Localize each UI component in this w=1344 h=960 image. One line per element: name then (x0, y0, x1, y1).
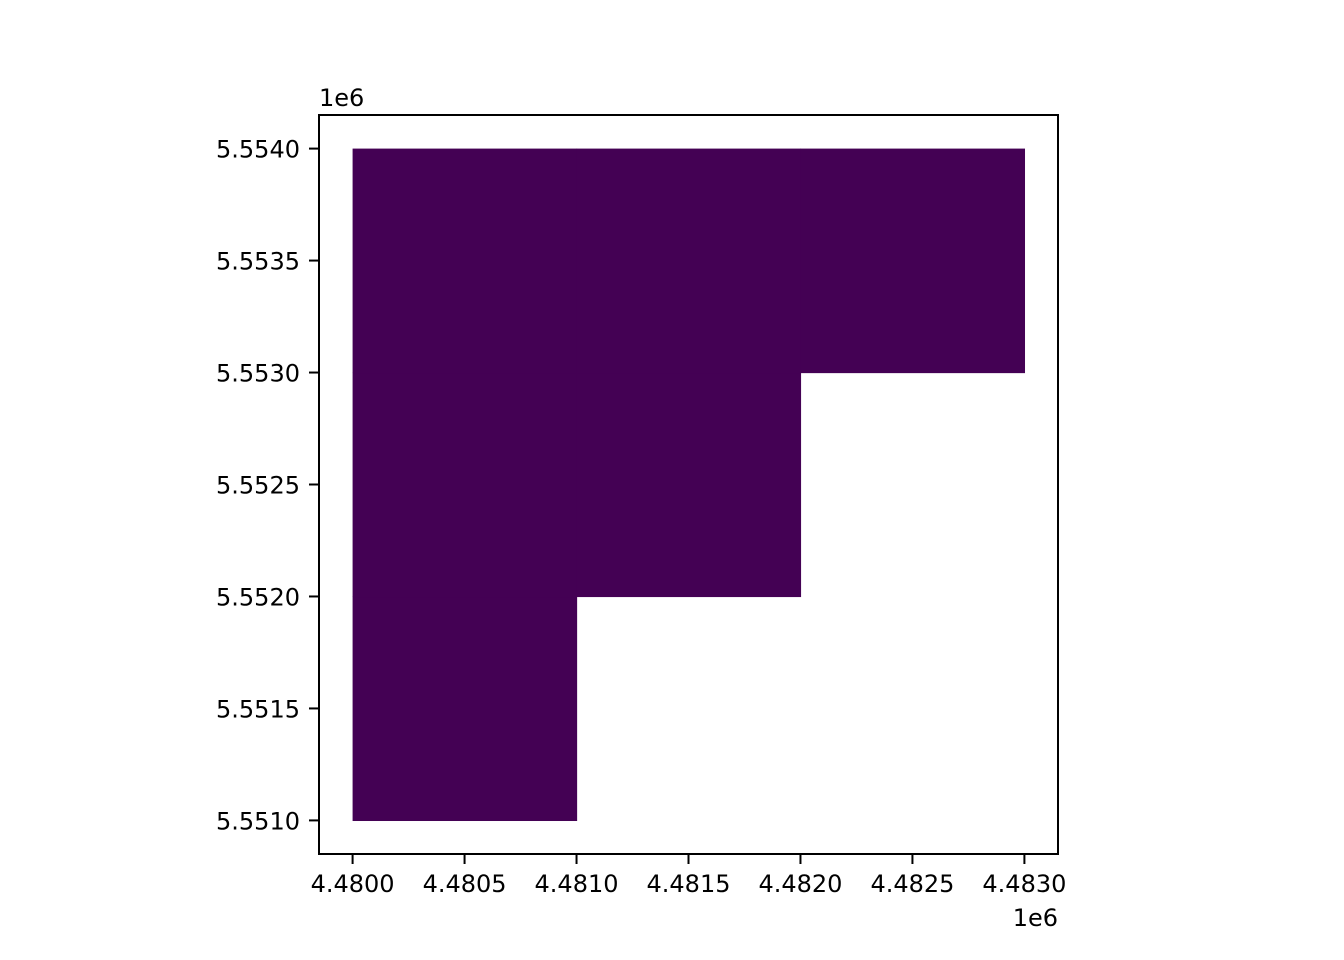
raster-cell (352, 596, 578, 822)
raster-cell (352, 148, 578, 374)
x-axis-offset-label: 1e6 (1013, 904, 1058, 932)
y-tick-label: 5.5530 (216, 360, 300, 388)
x-tick-label: 4.4800 (311, 870, 395, 898)
x-tick-label: 4.4810 (535, 870, 619, 898)
raster-cell (800, 148, 1026, 374)
x-tick-label: 4.4825 (870, 870, 954, 898)
y-tick-label: 5.5540 (216, 136, 300, 164)
y-tick-label: 5.5525 (216, 472, 300, 500)
x-tick-label: 4.4805 (423, 870, 507, 898)
y-tick-label: 5.5520 (216, 583, 300, 611)
x-axis-ticks: 4.4800 4.4805 4.4810 4.4815 4.4820 4.4825 4.48… (311, 854, 1066, 898)
raster-cell (576, 148, 802, 374)
raster-cell (576, 372, 802, 598)
y-tick-label: 5.5510 (216, 807, 300, 835)
y-tick-label: 5.5515 (216, 695, 300, 723)
x-tick-label: 4.4820 (758, 870, 842, 898)
y-axis-ticks: 5.5510 5.5515 5.5520 5.5525 5.5530 5.5535 5.55… (216, 136, 319, 835)
raster-cell (352, 372, 578, 598)
x-tick-label: 4.4815 (647, 870, 731, 898)
y-axis-offset-label: 1e6 (319, 84, 364, 112)
y-tick-label: 5.5535 (216, 248, 300, 276)
raster-cells (352, 148, 1026, 822)
x-tick-label: 4.4830 (982, 870, 1066, 898)
